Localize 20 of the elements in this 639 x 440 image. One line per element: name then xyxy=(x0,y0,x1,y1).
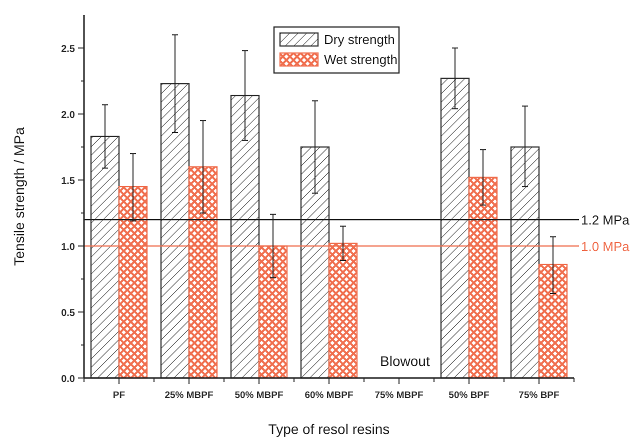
ref-line-label: 1.0 MPa xyxy=(581,239,630,254)
x-tick-label: 75% BPF xyxy=(518,390,560,401)
x-axis-title: Type of resol resins xyxy=(268,421,390,437)
y-tick-label: 2.5 xyxy=(61,44,76,55)
y-tick-label: 1.5 xyxy=(61,176,76,187)
x-tick-label: PF xyxy=(112,390,126,401)
y-tick-label: 0.5 xyxy=(61,308,76,319)
y-axis-title: Tensile strength / MPa xyxy=(11,127,27,266)
y-tick-label: 2.0 xyxy=(61,110,76,121)
y-tick-label: 0.0 xyxy=(61,374,76,385)
x-tick-label: 60% MBPF xyxy=(304,390,354,401)
legend-label: Dry strength xyxy=(324,32,395,47)
x-tick-label: 50% BPF xyxy=(448,390,490,401)
ref-line-label: 1.2 MPa xyxy=(581,212,630,228)
legend-label: Wet strength xyxy=(324,52,398,67)
x-tick-label: 25% MBPF xyxy=(164,390,214,401)
annotation: Blowout xyxy=(380,353,430,369)
x-tick-label: 75% MBPF xyxy=(374,390,424,401)
x-tick-label: 50% MBPF xyxy=(234,390,284,401)
y-tick-label: 1.0 xyxy=(61,242,76,253)
